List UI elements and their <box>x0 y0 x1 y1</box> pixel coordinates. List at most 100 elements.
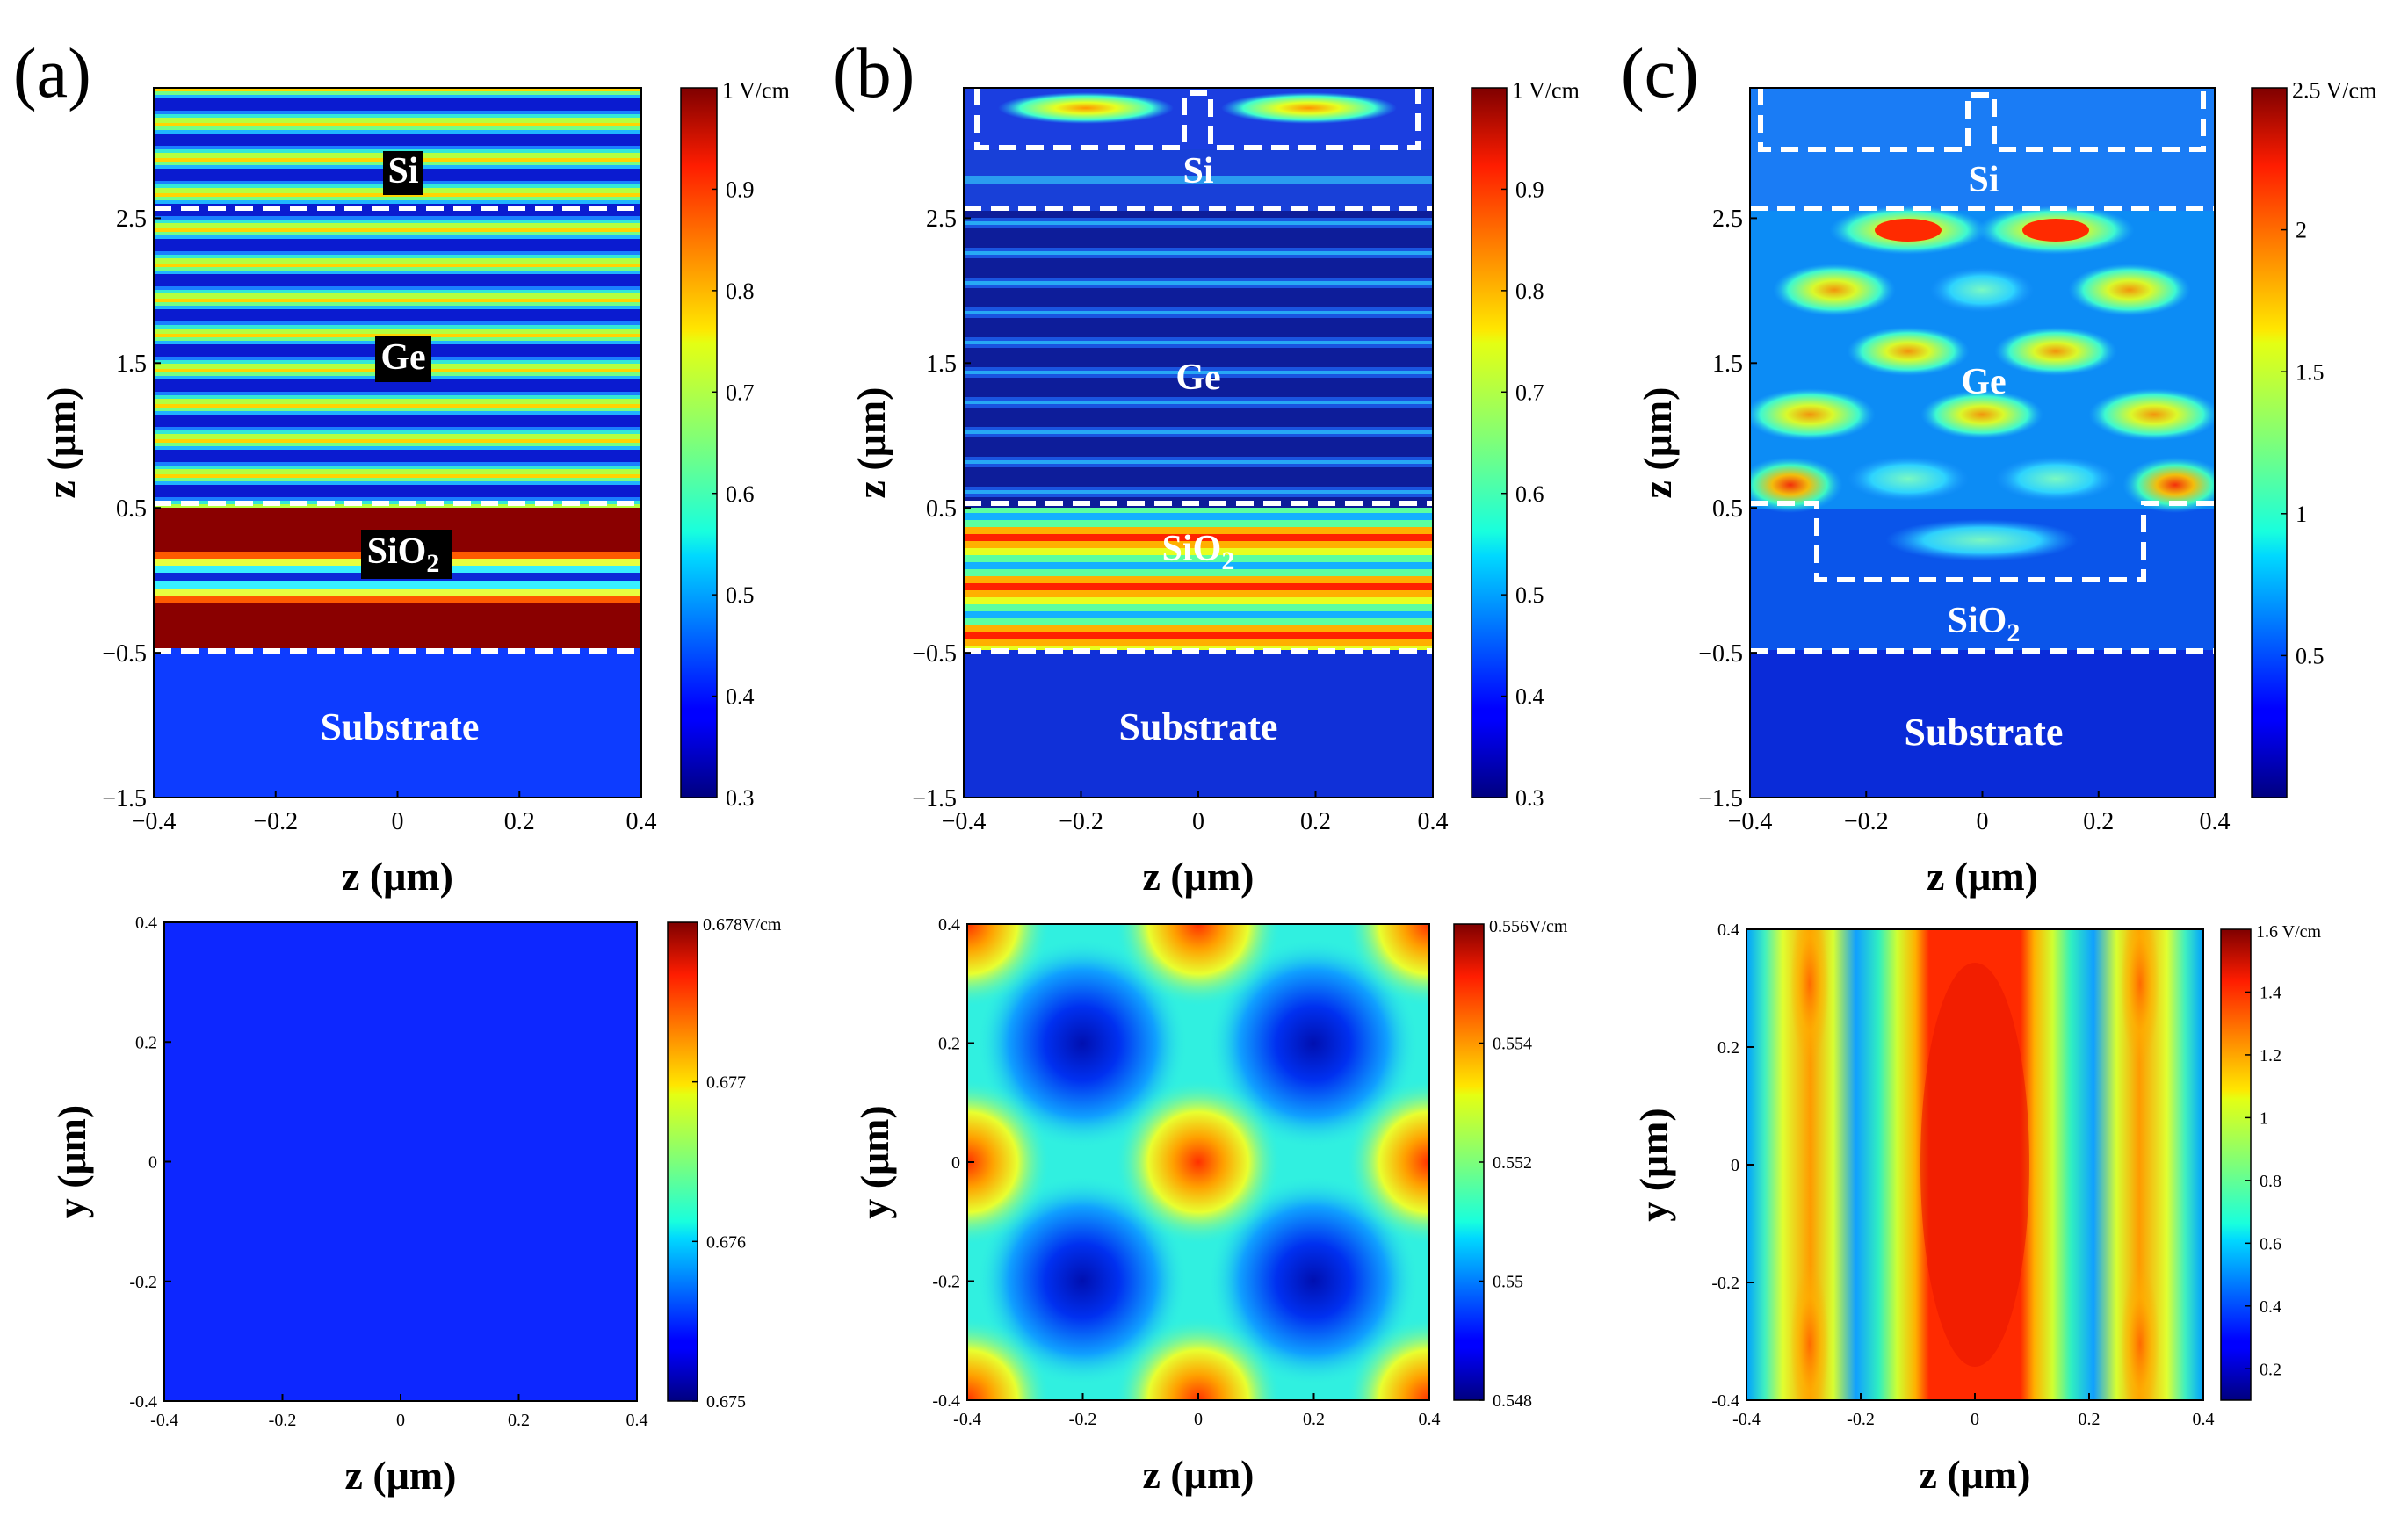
colorbar-tick-label: 0.8 <box>726 278 755 304</box>
colorbar-tick-label: 0.4 <box>1515 684 1544 710</box>
y-tick-label: −1.5 <box>912 785 957 813</box>
y-axis-label: z (μm) <box>39 387 83 499</box>
x-tick-label: −0.4 <box>132 808 177 835</box>
axes-layer: −0.4 −0.2 0 0.2 0.4 −1.5 −0.5 0.5 1.5 2.5 z (μm) z … <box>39 78 2376 1498</box>
y-tick-label: 0.5 <box>1712 495 1743 523</box>
colorbar-max-label: 0.556V/cm <box>1489 917 1568 936</box>
a-region-ge: Ge <box>380 337 425 378</box>
panel-c-bottom <box>1746 928 2204 1401</box>
x-tick-label: −0.2 <box>253 808 298 835</box>
colorbar-tick-label: 0.6 <box>726 481 755 507</box>
y-tick-label: 1.5 <box>1712 350 1743 378</box>
colorbar-tick-label: 2 <box>2296 218 2307 243</box>
colorbar-tick-label: 0.6 <box>1515 481 1544 507</box>
y-tick-label: −1.5 <box>102 785 147 813</box>
y-tick-label: −0.5 <box>1698 640 1743 668</box>
colorbar-tick-label: 0.7 <box>1515 379 1544 405</box>
colorbar-max-label: 1 V/cm <box>722 78 790 104</box>
y-tick-label: 0.2 <box>135 1033 157 1052</box>
y-axis-label: y (μm) <box>1631 1108 1676 1222</box>
x-tick-label: -0.4 <box>1732 1410 1761 1429</box>
colorbar-tick-label: 0.552 <box>1493 1153 1532 1173</box>
y-tick-label: -0.2 <box>932 1273 960 1292</box>
x-tick-label: 0.2 <box>504 808 535 835</box>
a-bottom-colorbar <box>667 921 698 1402</box>
x-tick-label: 0 <box>392 808 404 835</box>
colorbar-tick-label: 0.8 <box>1515 278 1544 304</box>
colorbar-tick-label: 0.4 <box>2260 1297 2281 1317</box>
x-tick-label: 0.4 <box>2193 1410 2215 1429</box>
y-tick-label: 0 <box>951 1153 960 1173</box>
colorbar-tick-label: 0.6 <box>2260 1234 2281 1253</box>
x-tick-label: 0.2 <box>1300 808 1331 835</box>
x-tick-label: 0 <box>1194 1410 1203 1429</box>
y-tick-label: 0.2 <box>938 1035 960 1054</box>
x-tick-label: −0.4 <box>942 808 987 835</box>
colorbar-tick-label: 0.5 <box>2296 644 2325 669</box>
colorbar-tick-label: 1.5 <box>2296 359 2325 385</box>
colorbar-tick-label: 0.676 <box>706 1232 746 1252</box>
y-tick-label: 1.5 <box>926 350 957 378</box>
c-colorbar <box>2251 87 2288 798</box>
x-axis-label: z (μm) <box>345 1453 457 1498</box>
x-tick-label: 0.4 <box>1419 1410 1441 1429</box>
y-tick-label: 0.4 <box>135 914 157 933</box>
colorbar-max-label: 1 V/cm <box>1512 78 1580 104</box>
colorbar-tick-label: 0.5 <box>726 582 755 608</box>
colorbars <box>667 87 2288 1402</box>
y-tick-label: 2.5 <box>116 206 147 233</box>
x-axis-label: z (μm) <box>1143 854 1255 899</box>
panel-label-a: (a) <box>13 35 91 112</box>
colorbar-tick-label: 0.55 <box>1493 1273 1523 1292</box>
b-colorbar <box>1471 87 1508 798</box>
colorbar-tick-label: 0.3 <box>726 785 755 811</box>
colorbar-tick-label: 0.7 <box>726 379 755 405</box>
x-tick-label: -0.2 <box>1069 1410 1097 1429</box>
x-tick-label: 0.2 <box>2079 1410 2101 1429</box>
panel-b-bottom <box>966 923 1430 1401</box>
b-region-si: Si <box>1182 151 1213 191</box>
y-tick-label: −1.5 <box>1698 785 1743 813</box>
c-region-substrate: Substrate <box>1905 711 2064 754</box>
b-region-substrate: Substrate <box>1119 705 1278 748</box>
y-tick-label: 2.5 <box>1712 206 1743 233</box>
y-tick-label: 0.5 <box>926 495 957 523</box>
x-tick-label: -0.4 <box>953 1410 981 1429</box>
panel-b: Si Ge SiO2 Substrate <box>963 87 1434 798</box>
panel-a: Si Ge SiO2 Substrate <box>153 87 642 798</box>
panel-a-bottom <box>163 921 638 1402</box>
colorbar-tick-label: 0.9 <box>1515 177 1544 203</box>
colorbar-tick-label: 1 <box>2296 502 2307 527</box>
x-tick-label: 0.4 <box>626 808 657 835</box>
y-tick-label: 0 <box>148 1153 157 1173</box>
colorbar-tick-label: 0.4 <box>726 684 755 710</box>
y-tick-label: −0.5 <box>102 640 147 668</box>
colorbar-max-label: 0.678V/cm <box>703 915 782 935</box>
y-axis-label: z (μm) <box>1635 387 1680 499</box>
a-substrate-field <box>154 648 641 798</box>
y-tick-label: -0.4 <box>1711 1391 1739 1411</box>
x-axis-label: z (μm) <box>1143 1452 1255 1497</box>
x-tick-label: 0 <box>1977 808 1989 835</box>
x-tick-label: 0 <box>1192 808 1204 835</box>
panel-c: Si Ge SiO2 Substrate <box>1749 87 2216 798</box>
x-tick-label: 0.2 <box>508 1411 530 1430</box>
y-tick-label: 0.5 <box>116 495 147 523</box>
y-axis-label: z (μm) <box>849 387 893 499</box>
colorbar-max-label: 2.5 V/cm <box>2292 78 2376 104</box>
x-tick-label: -0.2 <box>1847 1410 1875 1429</box>
y-tick-label: 0 <box>1731 1156 1739 1175</box>
c-region-ge: Ge <box>1961 362 2006 402</box>
x-tick-label: 0 <box>1971 1410 1979 1429</box>
colorbar-tick-label: 0.548 <box>1493 1391 1532 1411</box>
colorbar-tick-label: 1 <box>2260 1109 2268 1128</box>
y-axis-label: y (μm) <box>852 1105 897 1219</box>
x-tick-label: 0.4 <box>626 1411 648 1430</box>
x-tick-label: −0.4 <box>1728 808 1773 835</box>
colorbar-tick-label: 0.9 <box>726 177 755 203</box>
colorbar-tick-label: 0.554 <box>1493 1035 1532 1054</box>
a-region-si: Si <box>387 151 418 191</box>
y-tick-label: −0.5 <box>912 640 957 668</box>
y-tick-label: 1.5 <box>116 350 147 378</box>
